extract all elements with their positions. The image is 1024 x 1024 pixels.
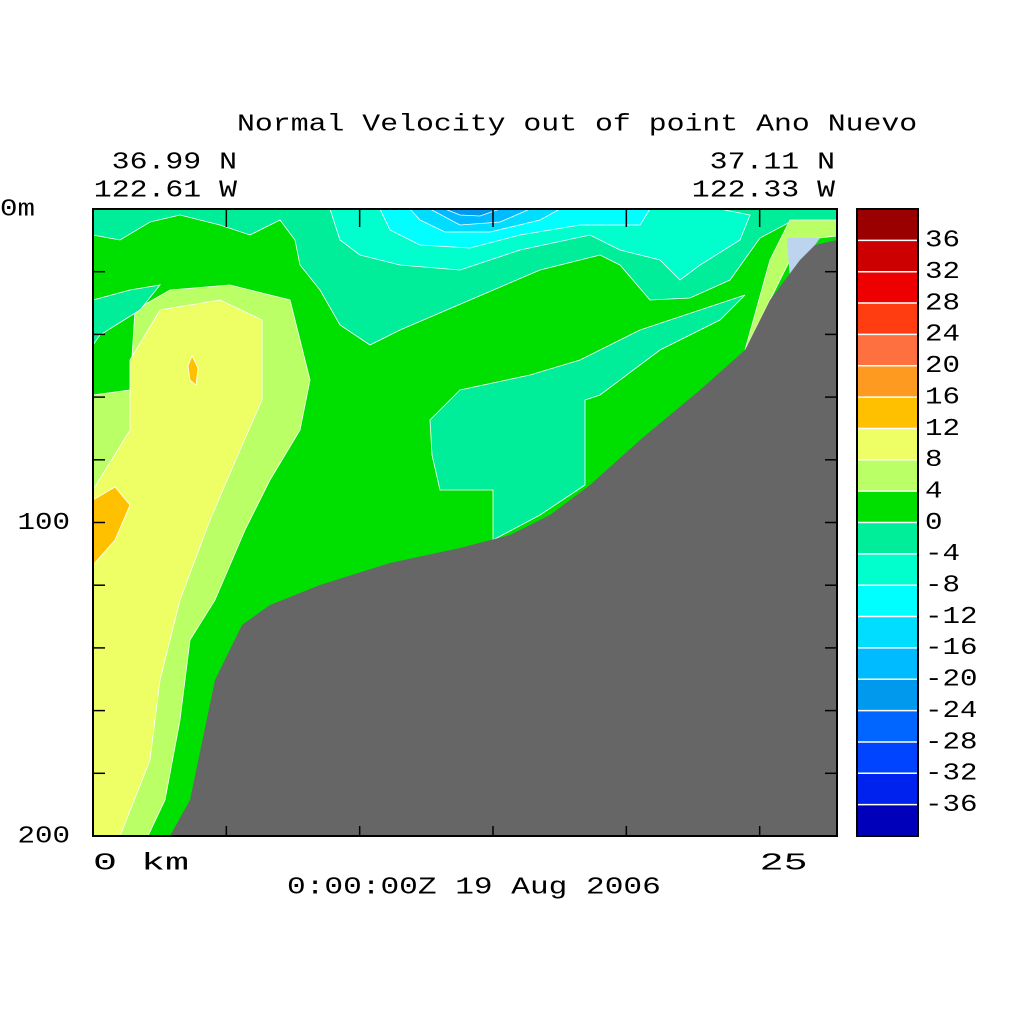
colorbar-label: 20 — [925, 353, 960, 380]
colorbar-label: -36 — [925, 792, 978, 819]
colorbar-label: 24 — [925, 322, 960, 349]
colorbar-label: 8 — [925, 447, 943, 474]
colorbar-label: 16 — [925, 384, 960, 411]
colorbar-bin — [857, 741, 918, 774]
colorbar-label: 12 — [925, 416, 960, 443]
colorbar-bin — [857, 553, 918, 586]
colorbar-bin — [857, 804, 918, 836]
colorbar-label: 28 — [925, 290, 960, 317]
colorbar-label: 0 — [925, 510, 943, 537]
colorbar-label: -28 — [925, 729, 978, 756]
chart-title: Normal Velocity out of point Ano Nuevo — [237, 111, 917, 138]
y-tick-label: 100 — [18, 510, 71, 537]
colorbar-label: -24 — [925, 698, 978, 725]
colorbar-label: 36 — [925, 228, 960, 255]
colorbar-label: -20 — [925, 667, 978, 694]
x-tick-label: 0 km — [93, 850, 189, 877]
colorbar-bin — [857, 334, 918, 366]
contour-region — [187, 355, 199, 386]
colorbar-bin — [857, 710, 918, 742]
colorbar-bin — [857, 585, 918, 617]
contour-region — [92, 299, 263, 837]
contour-region — [429, 294, 746, 541]
colorbar-bin — [857, 647, 918, 680]
end-lon: 122.33 W — [692, 177, 836, 204]
colorbar-bin — [857, 459, 918, 492]
colorbar-bin — [857, 616, 918, 648]
colorbar-label: -32 — [925, 761, 978, 788]
colorbar-bin — [857, 240, 918, 272]
colorbar-label: 4 — [925, 478, 943, 505]
y-tick-label: 0m — [0, 196, 35, 223]
colorbar-bin — [857, 773, 918, 805]
colorbar-label: 32 — [925, 259, 960, 286]
x-tick-label: 25 — [760, 850, 808, 877]
colorbar-bin — [857, 428, 918, 460]
colorbar-label: -4 — [925, 541, 960, 568]
start-lat: 36.99 N — [112, 149, 237, 176]
plot-area — [92, 208, 838, 837]
colorbar-bin — [857, 209, 918, 241]
end-lat: 37.11 N — [710, 149, 835, 176]
colorbar-bin — [857, 303, 918, 335]
colorbar-bin — [857, 679, 918, 711]
land-mask — [170, 240, 837, 836]
timestamp: 0:00:00Z 19 Aug 2006 — [287, 874, 661, 901]
colorbar-frame — [856, 208, 919, 837]
colorbar-label: -16 — [925, 635, 978, 662]
colorbar-bin — [857, 397, 918, 429]
colorbar-bin — [857, 522, 918, 554]
y-tick-label: 200 — [18, 823, 71, 850]
colorbar-label: -12 — [925, 604, 978, 631]
colorbar-bin — [857, 491, 918, 523]
colorbar-label: -8 — [925, 573, 960, 600]
colorbar-bin — [857, 271, 918, 304]
colorbar-bin — [857, 365, 918, 398]
start-lon: 122.61 W — [94, 177, 238, 204]
